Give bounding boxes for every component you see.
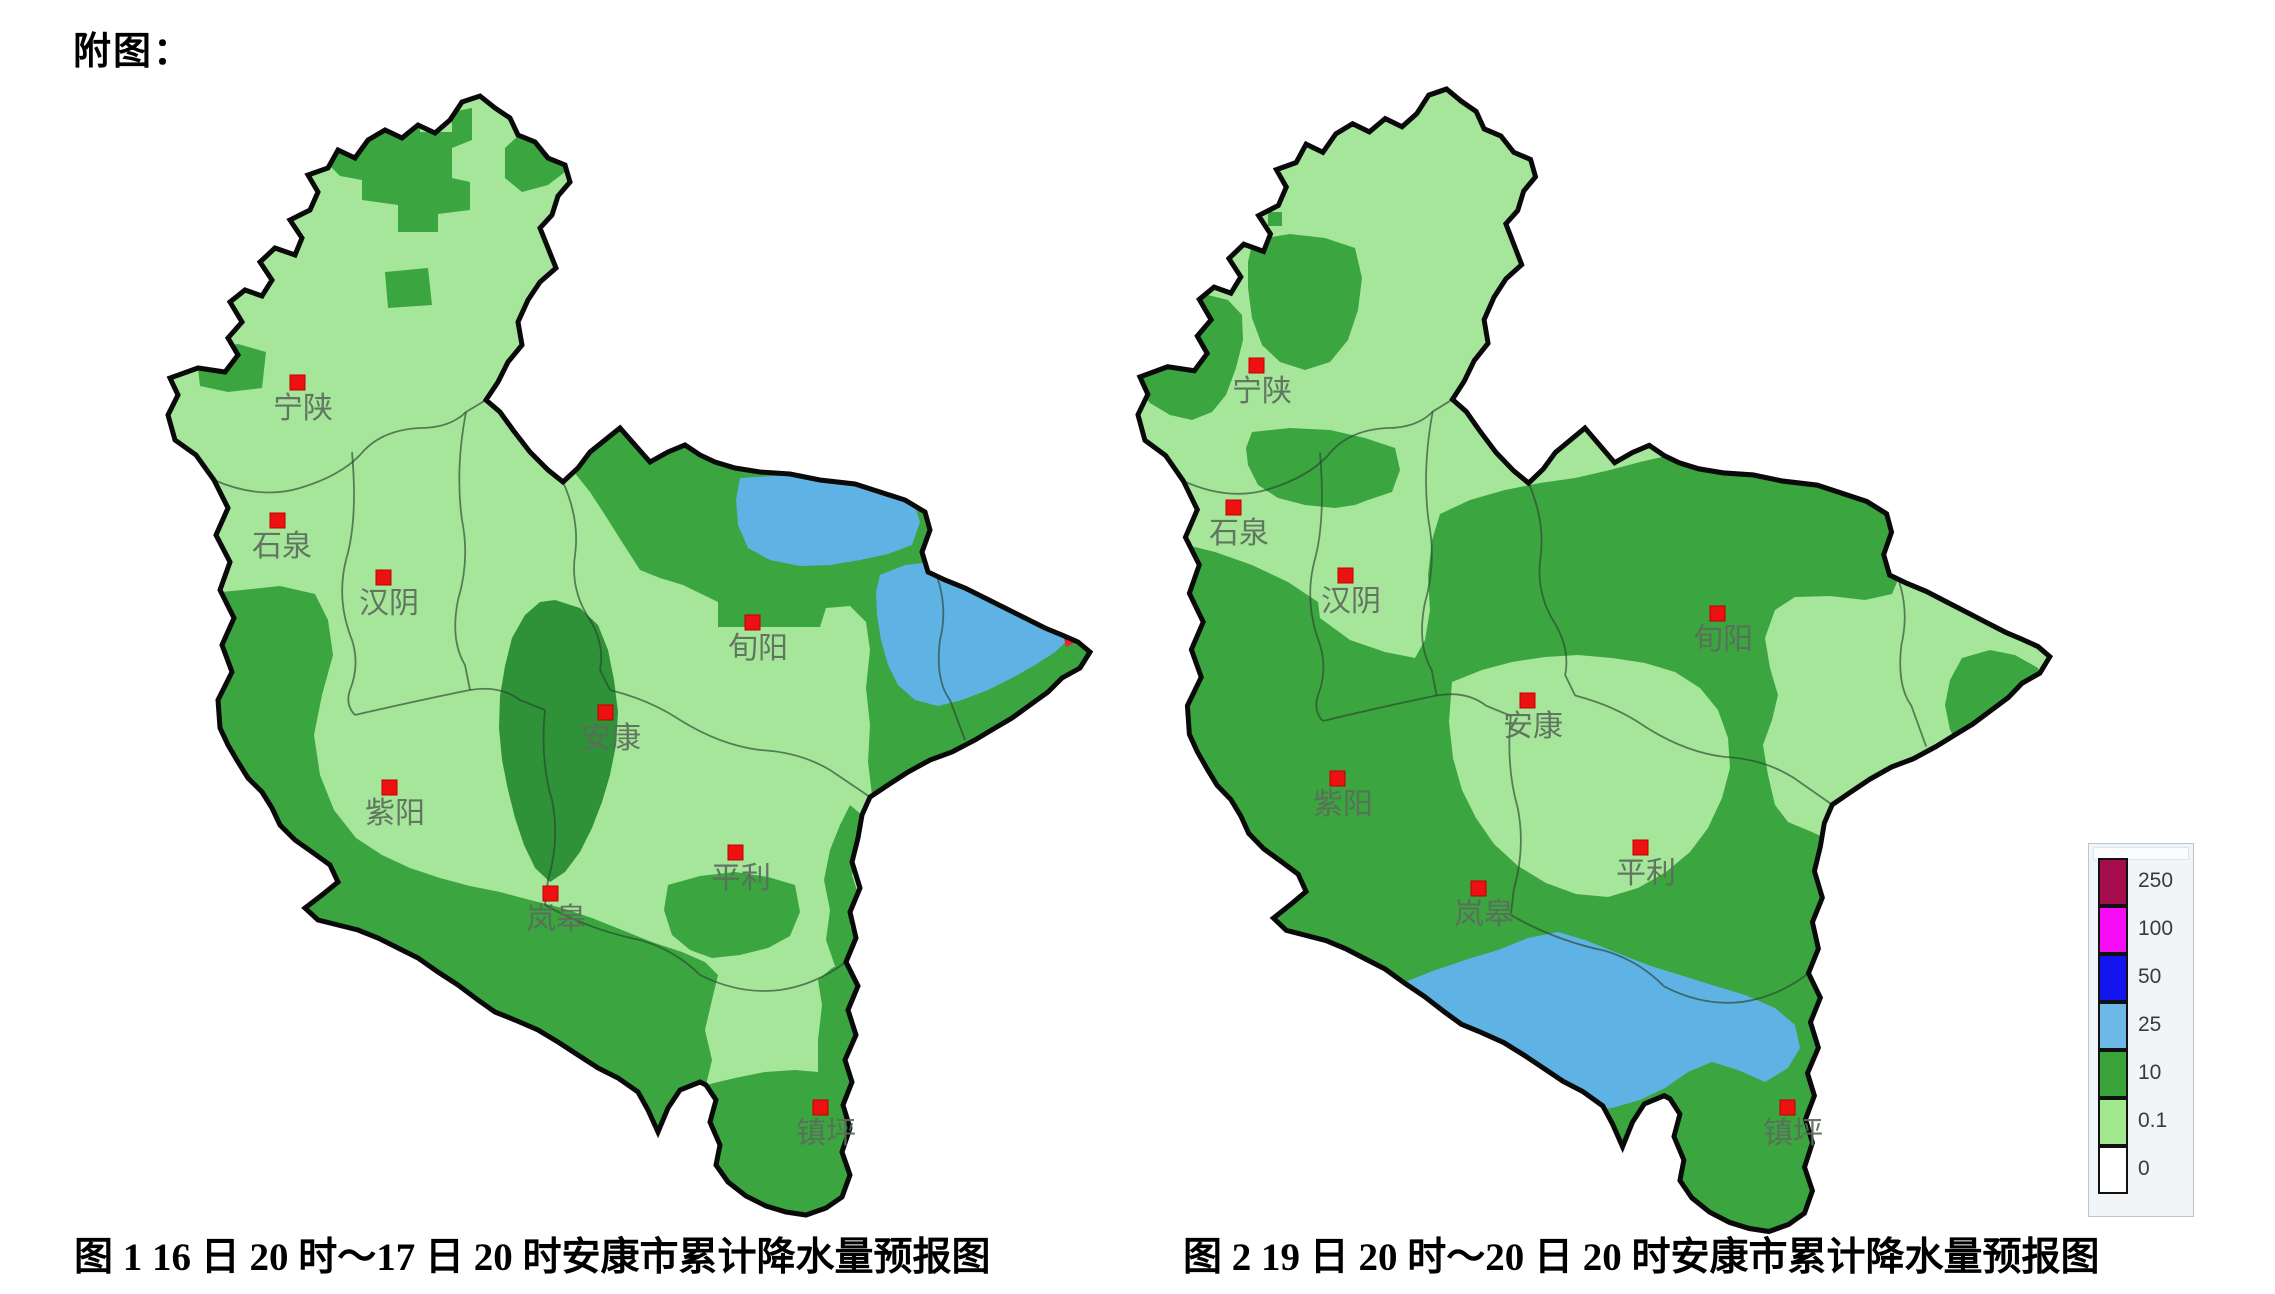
legend-value: 250 — [2138, 869, 2174, 892]
legend-value: 0.1 — [2138, 1109, 2168, 1132]
legend-value: 25 — [2138, 1013, 2162, 1036]
legend-value: 50 — [2138, 965, 2162, 988]
city-marker — [1519, 692, 1536, 709]
city-label: 平利 — [1616, 857, 1676, 890]
city-label: 平利 — [711, 862, 771, 895]
legend-value: 10 — [2138, 1061, 2162, 1084]
legend-row: 50 — [2098, 953, 2173, 1002]
legend-swatch-25 — [2098, 1002, 2128, 1050]
legend-rows: 250 100 50 25 10 0.1 — [2098, 857, 2174, 1194]
fig2-city-markers — [1225, 357, 1796, 1116]
fig1-rain-10-dark-area — [499, 600, 618, 882]
city-label: 岚皋 — [526, 903, 586, 936]
city-label: 宁陕 — [273, 392, 333, 425]
city-marker — [597, 704, 614, 721]
map-figure1: 宁陕 石泉 汉阴 旬阳 安康 紫阳 平利 岚皋 镇坪 — [150, 80, 1110, 1230]
city-label: 石泉 — [1209, 517, 1269, 550]
legend-value: 100 — [2138, 917, 2174, 940]
city-label: 安康 — [1503, 710, 1563, 743]
legend-row: 25 — [2098, 1001, 2173, 1050]
fig1-city-markers — [269, 374, 829, 1116]
city-marker — [1225, 499, 1242, 516]
city-label: 紫阳 — [1313, 788, 1373, 821]
city-marker — [1337, 567, 1354, 584]
legend-swatch-0.1 — [2098, 1098, 2128, 1146]
fig2-city-labels: 宁陕 石泉 汉阴 旬阳 安康 紫阳 平利 岚皋 镇坪 — [1209, 375, 1823, 1150]
legend-row: 250 — [2098, 857, 2174, 906]
city-marker — [1248, 357, 1265, 374]
map-figure2: 宁陕 石泉 汉阴 旬阳 安康 紫阳 平利 岚皋 镇坪 — [1120, 75, 2080, 1245]
city-label: 旬阳 — [1693, 623, 1753, 656]
city-marker — [1709, 605, 1726, 622]
legend-swatch-10 — [2098, 1050, 2128, 1098]
city-marker — [542, 885, 559, 902]
city-marker — [1632, 839, 1649, 856]
fig2-rain-extreme-pixel — [2034, 614, 2050, 645]
city-label: 宁陕 — [1232, 375, 1292, 408]
city-marker — [381, 779, 398, 796]
city-marker — [744, 614, 761, 631]
legend-panel: 250 100 50 25 10 0.1 — [2088, 843, 2194, 1217]
city-marker — [269, 512, 286, 529]
figure1-caption: 图 1 16 日 20 时～17 日 20 时安康市累计降水量预报图 — [74, 1236, 991, 1279]
fig2-rain-25-area — [1392, 932, 1800, 1180]
fig1-rain-25-areas — [736, 475, 1068, 706]
city-marker — [812, 1099, 829, 1116]
figure2-caption: 图 2 19 日 20 时～20 日 20 时安康市累计降水量预报图 — [1183, 1236, 2100, 1279]
fig2-rain-0.1-pocket-ankang-pingli — [1449, 655, 1730, 897]
city-marker — [375, 569, 392, 586]
city-label: 紫阳 — [365, 797, 425, 830]
legend-row: 0 — [2098, 1145, 2173, 1194]
city-label: 汉阴 — [1321, 585, 1381, 618]
legend-value: 0 — [2138, 1157, 2150, 1180]
city-label: 石泉 — [252, 530, 312, 563]
legend-row: 100 — [2098, 905, 2174, 954]
legend-row: 0.1 — [2098, 1097, 2173, 1146]
city-marker — [1329, 770, 1346, 787]
legend-titlebar — [2093, 847, 2189, 860]
legend-swatch-100 — [2098, 906, 2128, 954]
city-label: 镇坪 — [796, 1117, 856, 1150]
city-label: 安康 — [581, 722, 641, 755]
page-title: 附图： — [73, 31, 194, 73]
city-label: 旬阳 — [728, 632, 788, 665]
fig1-city-labels: 宁陕 石泉 汉阴 旬阳 安康 紫阳 平利 岚皋 镇坪 — [252, 392, 856, 1150]
legend-swatch-50 — [2098, 954, 2128, 1002]
city-label: 镇坪 — [1763, 1117, 1823, 1150]
city-marker — [1470, 880, 1487, 897]
legend-row: 10 — [2098, 1049, 2173, 1098]
legend-swatch-0 — [2098, 1146, 2128, 1194]
legend-swatch-250 — [2098, 858, 2128, 906]
city-marker — [1779, 1099, 1796, 1116]
city-label: 汉阴 — [359, 587, 419, 620]
city-marker — [289, 374, 306, 391]
city-marker — [727, 844, 744, 861]
city-label: 岚皋 — [1454, 898, 1514, 931]
